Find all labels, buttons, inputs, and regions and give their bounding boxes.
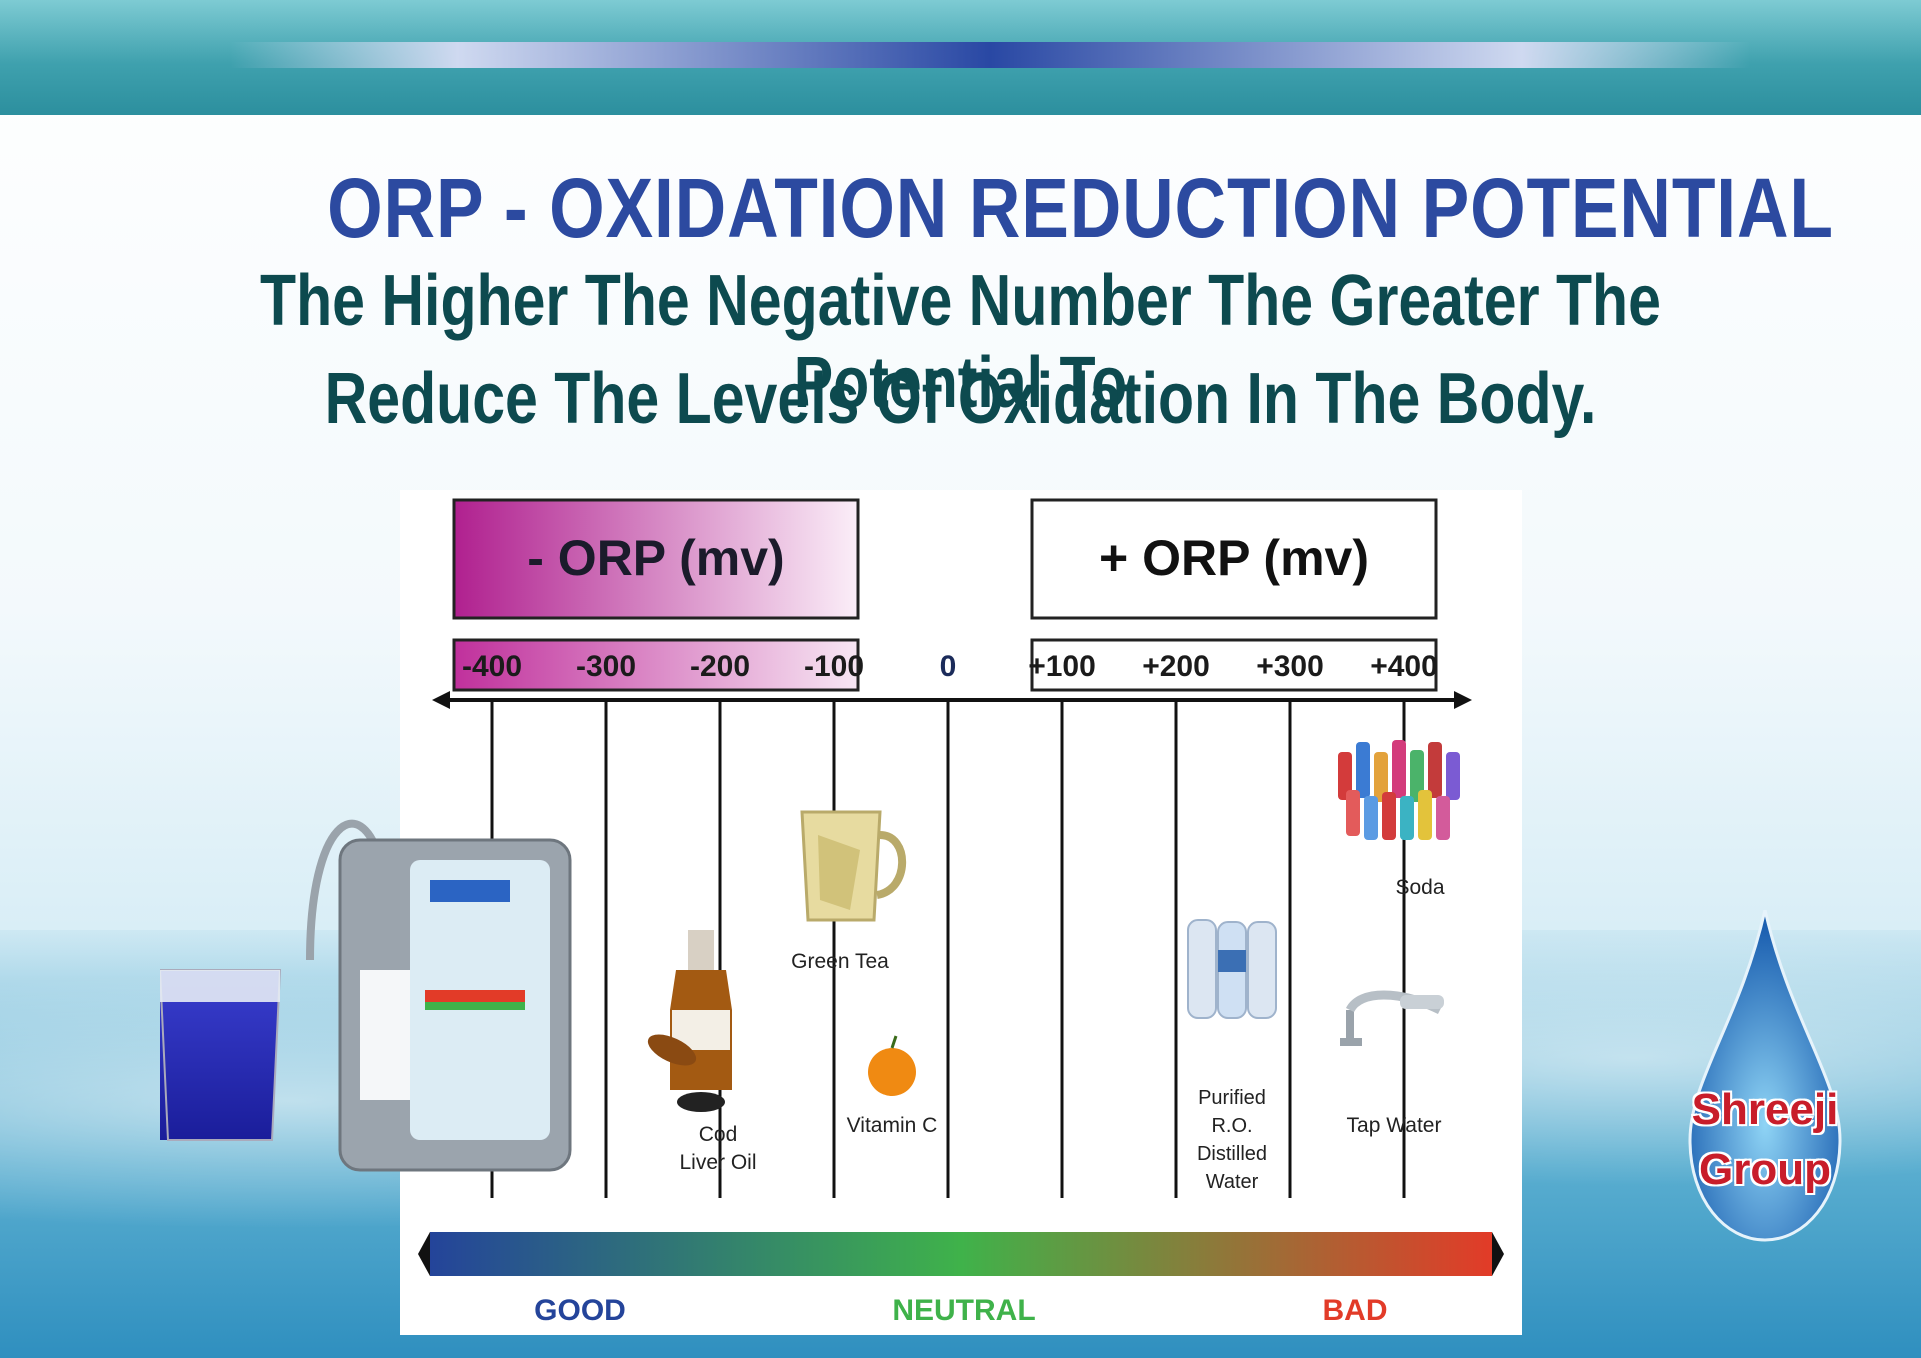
shreeji-group-logo xyxy=(1688,910,1842,1242)
orp-diagram-panel: - ORP (mv) + ORP (mv) -400 -300 -200 -100 0 +… xyxy=(400,490,1522,1335)
bad-label: BAD xyxy=(1323,1294,1388,1327)
axis-arrow-right xyxy=(1454,691,1472,709)
tick-label: -100 xyxy=(804,650,864,683)
page-title: ORP - OXIDATION REDUCTION POTENTIAL xyxy=(327,161,1834,255)
purified-water-bottles-image xyxy=(1187,919,1277,1019)
positive-orp-box xyxy=(1030,498,1438,620)
tick-label: -400 xyxy=(462,650,522,683)
tick-label: +400 xyxy=(1370,650,1438,683)
tick-labels: -400 -300 -200 -100 0 +100 +200 +300 +400 xyxy=(462,650,1438,683)
neutral-label: NEUTRAL xyxy=(892,1294,1035,1327)
cod-liver-oil-label-2: Liver Oil xyxy=(679,1151,756,1174)
purified-water-label-3: Distilled xyxy=(1197,1143,1267,1165)
positive-tick-strip xyxy=(1030,638,1438,692)
negative-orp-label: - ORP (mv) xyxy=(527,530,784,586)
green-tea-label: Green Tea xyxy=(791,950,889,973)
tick-label: +300 xyxy=(1256,650,1324,683)
soda-cans-image xyxy=(1338,740,1460,840)
orp-scale-diagram: - ORP (mv) + ORP (mv) -400 -300 -200 -100 0 +… xyxy=(418,498,1504,1327)
vitamin-c-image xyxy=(868,1035,916,1096)
purified-water-label-4: Water xyxy=(1206,1171,1259,1193)
soda-label: Soda xyxy=(1395,876,1444,899)
good-label: GOOD xyxy=(534,1294,626,1327)
logo-text-line-2: Group xyxy=(1699,1145,1831,1194)
positive-orp-label: + ORP (mv) xyxy=(1099,530,1369,586)
tick-label: 0 xyxy=(940,650,957,683)
water-ionizer-machine-image xyxy=(160,819,572,1172)
good-neutral-bad-bar xyxy=(430,1232,1492,1276)
negative-tick-strip xyxy=(452,638,860,692)
gradient-bar-right-cap xyxy=(1492,1232,1504,1276)
tick-label: +200 xyxy=(1142,650,1210,683)
tick-label: -300 xyxy=(576,650,636,683)
top-banner-stripe xyxy=(230,42,1750,68)
negative-orp-box xyxy=(452,498,860,620)
cod-liver-oil-image xyxy=(647,930,732,1112)
logo-text-line-1: Shreeji xyxy=(1691,1085,1839,1134)
axis-arrow-left xyxy=(432,691,450,709)
tick-label: -200 xyxy=(690,650,750,683)
green-tea-image xyxy=(800,810,907,922)
subtitle-line-1: The Higher The Negative Number The Great… xyxy=(260,261,1661,423)
cod-liver-oil-label-1: Cod xyxy=(699,1123,738,1146)
subtitle-line-2: Reduce The Levels Of Oxidation In The Bo… xyxy=(324,359,1597,439)
purified-water-label-2: R.O. xyxy=(1211,1115,1252,1137)
gradient-bar-left-cap xyxy=(418,1232,430,1276)
tick-label: +100 xyxy=(1028,650,1096,683)
tap-water-label: Tap Water xyxy=(1347,1114,1442,1137)
vertical-gridlines xyxy=(490,702,1406,1198)
purified-water-label-1: Purified xyxy=(1198,1087,1266,1109)
tap-faucet-image xyxy=(1340,990,1444,1046)
vitamin-c-label: Vitamin C xyxy=(847,1114,938,1137)
